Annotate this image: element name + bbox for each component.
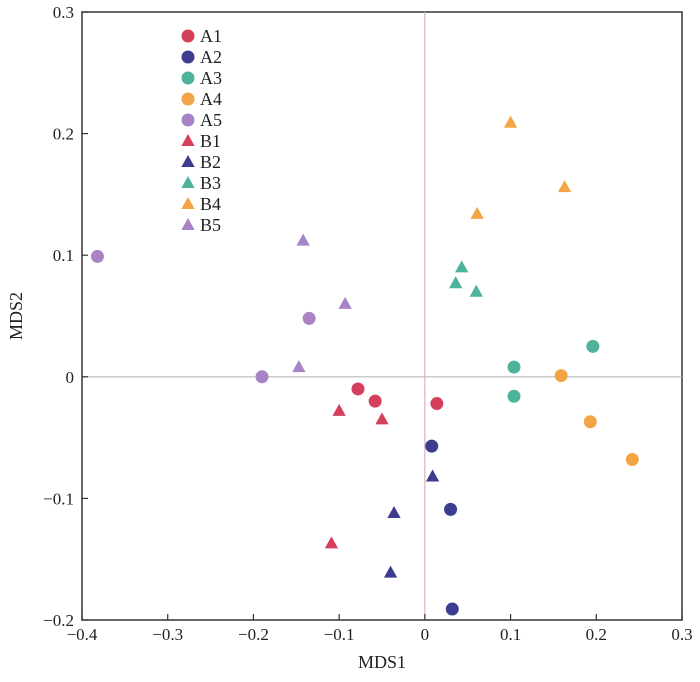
point-b2	[383, 565, 398, 578]
x-tick-label: 0.2	[586, 625, 607, 644]
x-tick-label: 0.3	[671, 625, 692, 644]
point-b2	[387, 505, 401, 519]
point-a4	[625, 452, 639, 466]
point-b1	[324, 536, 339, 549]
legend-label-b5: B5	[200, 215, 221, 235]
y-tick-label: 0.1	[53, 246, 74, 265]
plot-frame	[81, 11, 683, 621]
legend-marker-b3	[181, 176, 195, 189]
legend-label-a1: A1	[200, 26, 222, 46]
legend-marker-a2	[181, 50, 195, 64]
legend-label-b2: B2	[200, 152, 221, 172]
legend-label-b3: B3	[200, 173, 221, 193]
legend-label-a2: A2	[200, 47, 222, 67]
point-b1	[332, 403, 346, 416]
legend-marker-a4	[181, 92, 195, 106]
legend-marker-b2	[181, 155, 195, 168]
y-tick-label: 0.3	[53, 3, 74, 22]
point-b4	[503, 115, 518, 128]
y-axis-title: MDS2	[6, 292, 26, 340]
x-tick-label: −0.1	[324, 625, 355, 644]
point-a2	[444, 502, 458, 516]
point-a2	[445, 602, 459, 616]
point-a3	[507, 360, 521, 374]
legend-marker-b1	[181, 134, 195, 147]
point-b3	[455, 260, 469, 273]
point-a5	[302, 311, 316, 325]
x-tick-label: −0.3	[152, 625, 183, 644]
point-b4	[557, 180, 572, 193]
legend-marker-a1	[181, 29, 195, 43]
legend-label-a4: A4	[200, 89, 222, 109]
x-tick-label: −0.2	[238, 625, 269, 644]
y-tick-label: 0.2	[53, 125, 74, 144]
x-tick-label: 0	[421, 625, 430, 644]
legend-marker-a3	[181, 71, 195, 85]
legend-marker-b5	[181, 218, 195, 231]
point-b3	[449, 276, 463, 289]
point-a4	[583, 415, 597, 429]
point-b1	[375, 412, 389, 425]
point-a1	[351, 382, 365, 396]
point-a4	[554, 369, 568, 383]
point-b5	[292, 360, 306, 373]
point-a1	[368, 394, 382, 408]
x-axis-title: MDS1	[358, 652, 406, 672]
legend-marker-b4	[181, 197, 195, 210]
point-b3	[469, 284, 483, 297]
point-a1	[430, 397, 444, 411]
point-b5	[338, 296, 352, 309]
point-b2	[425, 469, 440, 482]
point-a3	[586, 339, 600, 353]
y-tick-label: −0.2	[43, 611, 74, 630]
point-b4	[470, 206, 484, 219]
legend-marker-a5	[181, 113, 195, 127]
legend-label-b1: B1	[200, 131, 221, 151]
axis-ticks: −0.4 −0.3 −0.2 −0.1 0 0.1 0.2 0.3 −0.2 −0.1 0 0.1 0.…	[43, 3, 692, 644]
point-b5	[296, 233, 310, 246]
point-a5	[255, 370, 269, 384]
legend-label-a5: A5	[200, 110, 222, 130]
y-tick-label: −0.1	[43, 489, 74, 508]
data-points	[90, 115, 639, 616]
legend-label-a3: A3	[200, 68, 222, 88]
point-a5	[90, 249, 104, 263]
legend-label-b4: B4	[200, 194, 221, 214]
point-a2	[425, 439, 439, 453]
y-tick-label: 0	[66, 368, 75, 387]
x-tick-label: 0.1	[500, 625, 521, 644]
x-tick-label: −0.4	[67, 625, 98, 644]
point-a3	[507, 389, 521, 403]
